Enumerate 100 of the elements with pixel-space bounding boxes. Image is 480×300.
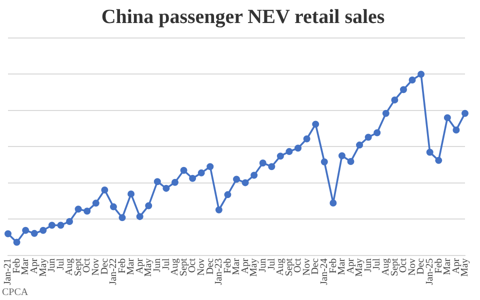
point — [136, 213, 144, 220]
x-tick-label: Aug — [170, 258, 181, 276]
x-tick-label: Feb — [222, 258, 234, 274]
x-tick-label: Jul — [266, 258, 278, 270]
point — [215, 206, 222, 214]
x-tick-label: Nov — [196, 258, 207, 276]
x-tick-label: Jul — [372, 258, 383, 270]
point — [391, 96, 398, 104]
x-tick-label: Apr — [345, 258, 356, 274]
x-tick-label: May — [248, 258, 260, 277]
point — [382, 110, 390, 117]
point — [224, 191, 232, 198]
x-tick-label: Jul — [160, 258, 172, 270]
point — [259, 159, 266, 166]
point — [57, 222, 64, 229]
point — [452, 126, 460, 134]
point — [30, 230, 38, 237]
point — [444, 114, 451, 122]
point — [303, 135, 310, 142]
point — [13, 238, 20, 246]
x-tick-label: Sept — [389, 258, 400, 276]
point — [242, 179, 249, 186]
point — [426, 148, 434, 156]
point — [48, 222, 56, 229]
x-tick-label: Aug — [380, 258, 392, 276]
x-tick-label: Dec — [310, 258, 322, 274]
point — [356, 142, 364, 149]
x-tick-label: Oct — [292, 258, 304, 273]
x-tick-label: Jun — [362, 258, 374, 272]
x-tick-label: Apr — [450, 258, 462, 274]
x-tick-label: Feb — [328, 258, 339, 274]
x-tick-label: Jan-23 — [214, 258, 225, 286]
x-tick-label: Dec — [99, 258, 110, 274]
x-tick-label: Mar — [231, 258, 242, 276]
x-tick-label: Nov — [406, 258, 418, 276]
point — [118, 214, 126, 222]
chart-title: China passenger NEV retail sales — [101, 6, 385, 28]
point — [233, 176, 240, 183]
point — [294, 144, 302, 152]
x-tick-label: Mar — [442, 258, 454, 276]
point — [408, 76, 416, 84]
x-tick-label: Nov — [301, 258, 312, 276]
x-tick-label: Jun — [152, 258, 164, 272]
x-tick-label: Apr — [134, 258, 146, 274]
x-tick-label: Jan-22 — [108, 258, 120, 286]
point — [145, 202, 152, 210]
x-tick-label: Jul — [55, 258, 66, 270]
x-tick-label: Oct — [398, 258, 410, 273]
x-tick-label: May — [143, 258, 154, 277]
x-tick-label: Dec — [204, 258, 216, 274]
point — [22, 226, 30, 234]
point — [435, 156, 442, 164]
point — [330, 199, 337, 206]
point — [4, 230, 12, 238]
x-tick-label: Jun — [46, 258, 58, 272]
point — [171, 178, 178, 186]
x-tick-label: Jun — [257, 258, 268, 272]
point — [92, 200, 100, 207]
point — [40, 226, 47, 234]
point — [276, 152, 284, 160]
x-tick-label: Mar — [126, 258, 137, 276]
x-tick-label: Dec — [416, 258, 427, 274]
x-tick-label: Oct — [187, 258, 198, 273]
x-tick-label: Feb — [116, 258, 128, 274]
point — [347, 158, 354, 166]
x-tick-label: Oct — [82, 258, 93, 273]
point — [462, 110, 468, 117]
point — [268, 163, 276, 170]
point — [374, 129, 381, 136]
x-tick-label: Aug — [275, 258, 286, 276]
point — [154, 178, 161, 186]
point — [84, 208, 91, 215]
point — [101, 186, 108, 194]
x-tick-label: Sept — [178, 258, 190, 276]
point — [312, 120, 320, 128]
point — [206, 163, 214, 170]
point — [74, 206, 82, 213]
x-tick-label: Jan-25 — [424, 258, 436, 286]
point — [110, 203, 117, 210]
point — [198, 169, 205, 176]
x-tick-label: Jan-24 — [319, 258, 330, 286]
point — [364, 134, 372, 141]
x-tick-label: Nov — [90, 258, 102, 276]
point — [189, 174, 196, 182]
point — [320, 158, 328, 166]
point — [128, 190, 135, 198]
x-tick-label: May — [354, 258, 366, 277]
point — [250, 172, 258, 179]
x-tick-label: Sept — [72, 258, 84, 276]
point — [180, 166, 188, 174]
x-tick-label: Apr — [28, 258, 40, 274]
point — [418, 70, 425, 78]
x-tick-label: Sept — [284, 258, 295, 276]
x-tick-label: May — [460, 258, 471, 277]
x-tick-label: Feb — [433, 258, 444, 274]
x-tick-label: Aug — [64, 258, 76, 276]
point — [338, 152, 346, 160]
x-tick-label: Jan-21 — [2, 258, 14, 286]
point — [286, 148, 293, 156]
point — [162, 184, 170, 192]
